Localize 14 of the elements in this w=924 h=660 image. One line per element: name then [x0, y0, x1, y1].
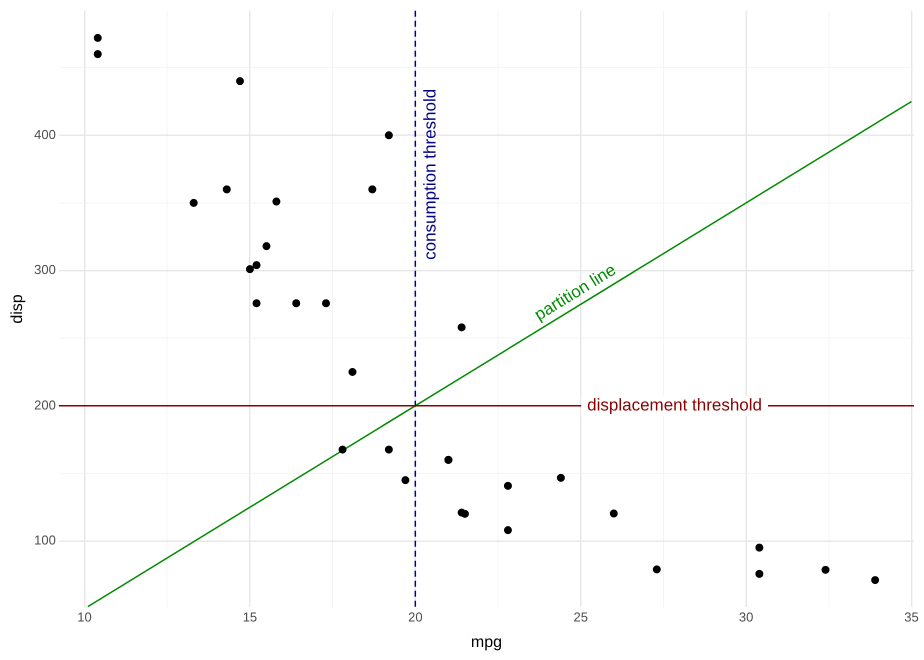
- x-axis-title: mpg: [470, 634, 502, 651]
- ref-line-label: consumption threshold: [420, 88, 440, 260]
- x-tick-label: 35: [904, 610, 919, 625]
- x-tick-label: 20: [408, 610, 423, 625]
- ref-line-label: displacement threshold: [587, 395, 762, 414]
- x-tick-label: 15: [242, 610, 258, 625]
- y-axis-title: disp: [9, 294, 26, 324]
- y-tick-label: 400: [34, 126, 56, 142]
- y-tick-label: 300: [34, 262, 56, 278]
- x-tick-label: 10: [77, 610, 92, 625]
- x-tick-label: 30: [738, 610, 754, 625]
- x-tick-label: 25: [573, 610, 588, 625]
- y-tick-label: 200: [34, 397, 56, 412]
- y-tick-label: 100: [34, 532, 56, 548]
